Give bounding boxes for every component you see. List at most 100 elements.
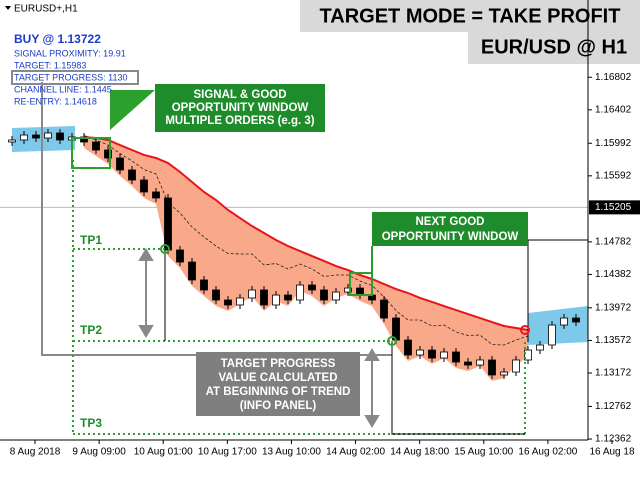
candle-body	[260, 289, 268, 306]
plot-area	[0, 126, 588, 381]
highlight-box	[11, 70, 139, 85]
candle-body	[176, 249, 184, 263]
current-price-label: 1.15205	[595, 202, 632, 213]
callout-text: OPPORTUNITY WINDOW	[382, 231, 519, 243]
candle-body	[488, 359, 496, 376]
candle-body	[104, 149, 112, 159]
candle-body	[332, 291, 340, 301]
candle-body	[296, 284, 304, 301]
y-tick-label: 1.12362	[595, 434, 632, 445]
candle-body	[116, 157, 124, 171]
candle-body	[404, 339, 412, 356]
callout-text: OPPORTUNITY WINDOW	[172, 102, 309, 114]
next-callout	[372, 212, 528, 246]
candle-body	[476, 359, 484, 366]
x-tick-label: 9 Aug 09:00	[72, 447, 126, 458]
candle-body	[356, 287, 364, 296]
signal-callout	[155, 84, 325, 132]
headline: EUR/USD @ H1	[481, 36, 627, 58]
x-tick-label: 15 Aug 10:00	[454, 447, 513, 458]
current-price-box	[589, 200, 640, 215]
arrows	[138, 248, 380, 428]
candle-body	[344, 287, 352, 293]
candle-body	[320, 289, 328, 301]
candle-body	[416, 349, 424, 356]
y-tick-label: 1.16402	[595, 104, 632, 115]
signal-box	[71, 137, 111, 169]
candle-body	[20, 134, 28, 141]
x-tick-label: 10 Aug 01:00	[134, 447, 193, 458]
headline-box	[300, 0, 640, 32]
candle-body	[80, 136, 88, 143]
symbol-label: EURUSD+,H1	[14, 4, 78, 15]
candle-body	[128, 169, 136, 181]
x-tick-label: 10 Aug 17:00	[198, 447, 257, 458]
tp-label: TP2	[80, 323, 102, 337]
panel-line: TARGET PROGRESS: 1130	[14, 72, 128, 82]
candle-body	[200, 279, 208, 291]
channel-upper	[83, 135, 529, 331]
annotations: TARGET MODE = TAKE PROFIT EUR/USD @ H1 S…	[5, 0, 640, 435]
channel-mid	[83, 135, 529, 346]
callout-text: MULTIPLE ORDERS (e.g. 3)	[165, 115, 314, 127]
channel-band-left	[12, 126, 75, 152]
candle-body	[500, 371, 508, 376]
candle-body	[548, 324, 556, 346]
headline: TARGET MODE = TAKE PROFIT	[320, 5, 621, 27]
entry-marker	[520, 325, 530, 335]
progress-callout	[196, 352, 360, 416]
y-tick-label: 1.13172	[595, 368, 632, 379]
candle-body	[308, 284, 316, 291]
callout-pointer	[110, 90, 155, 130]
candle-body	[512, 359, 520, 373]
candle-body	[524, 349, 532, 361]
candle-body	[428, 349, 436, 359]
headline-box	[468, 32, 640, 64]
candle-body	[212, 289, 220, 301]
candle-body	[224, 299, 232, 306]
candle-body	[8, 139, 16, 143]
tp-label: TP3	[80, 416, 102, 430]
candle-body	[560, 317, 568, 326]
panel-line: TARGET: 1.15983	[14, 60, 86, 70]
callout-text: (INFO PANEL)	[240, 400, 317, 412]
tp-label: TP1	[80, 233, 102, 247]
y-tick-label: 1.14382	[595, 269, 632, 280]
candle-body	[140, 179, 148, 193]
next-box	[349, 272, 373, 296]
panel-title: BUY @ 1.13722	[14, 32, 101, 46]
candle-body	[536, 344, 544, 351]
callout-text: NEXT GOOD	[415, 216, 484, 228]
tp-marker	[387, 336, 397, 346]
candle-body	[248, 289, 256, 299]
candle-body	[452, 351, 460, 363]
candle-body	[32, 134, 40, 139]
y-tick-label: 1.13572	[595, 335, 632, 346]
x-tick-label: 14 Aug 18:00	[390, 447, 449, 458]
callout-text: AT BEGINNING OF TREND	[206, 386, 351, 398]
callout-text: SIGNAL & GOOD	[193, 89, 286, 101]
x-tick-label: 13 Aug 10:00	[262, 447, 321, 458]
symbol-arrow	[5, 6, 11, 10]
candle-body	[236, 297, 244, 306]
channel-band-right	[528, 306, 588, 345]
candle-body	[44, 132, 52, 139]
candle-body	[188, 261, 196, 281]
y-tick-label: 1.15592	[595, 170, 632, 181]
panel-line: RE-ENTRY: 1.14618	[14, 96, 97, 106]
y-tick-label: 1.12762	[595, 401, 632, 412]
x-tick-label: 16 Aug 18	[589, 447, 634, 458]
y-tick-label: 1.15992	[595, 138, 632, 149]
candle-body	[440, 351, 448, 359]
x-tick-label: 14 Aug 02:00	[326, 447, 385, 458]
candle-body	[464, 361, 472, 366]
candle-body	[56, 132, 64, 141]
panel-line: CHANNEL LINE: 1.1445	[14, 84, 112, 94]
candle-body	[152, 191, 160, 199]
x-tick-label: 8 Aug 2018	[10, 447, 61, 458]
callout-text: TARGET PROGRESS	[221, 358, 336, 370]
tp-marker	[160, 244, 170, 254]
candle-body	[284, 294, 292, 301]
